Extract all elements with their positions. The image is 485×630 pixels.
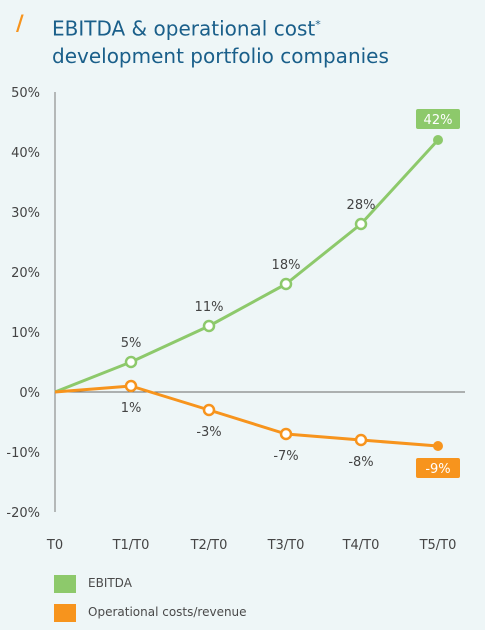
chart-title: EBITDA & operational cost* development p… (52, 11, 452, 70)
y-tick-label: 20% (11, 266, 40, 281)
data-point-operational-costs (433, 441, 443, 451)
y-tick-label: 30% (11, 206, 40, 221)
y-tick-label: 0% (19, 386, 40, 401)
title-accent-slash: / (16, 11, 24, 35)
legend-label-ebitda: EBITDA (88, 576, 132, 590)
data-point-operational-costs (124, 379, 138, 393)
data-label-operational-costs: -9% (425, 462, 450, 477)
legend-label-operational-costs: Operational costs/revenue (88, 605, 247, 619)
series-line-operational-costs (54, 384, 439, 448)
y-tick-label: 40% (11, 146, 40, 161)
y-tick-label: 10% (11, 326, 40, 341)
data-label-badge-ebitda (416, 109, 460, 129)
x-tick-label: T1/T0 (112, 538, 150, 553)
data-point-operational-costs (279, 427, 293, 441)
data-point-ebitda (202, 319, 216, 333)
x-tick-label: T5/T0 (419, 538, 457, 553)
data-label-ebitda: 42% (424, 113, 453, 128)
chart-title-footnote-mark: * (315, 18, 321, 31)
data-point-ebitda (279, 277, 293, 291)
series-line-ebitda (54, 138, 440, 394)
data-point-operational-costs (354, 433, 368, 447)
y-tick-label: 50% (11, 86, 40, 101)
chart-marks: 5% 11% 18% 28% 42% 1% -3% -7% -8% -9% (121, 109, 460, 478)
x-tick-label: T3/T0 (267, 538, 305, 553)
data-label-ebitda: 18% (272, 258, 301, 273)
legend-swatch-ebitda (54, 575, 76, 593)
data-label-ebitda: 5% (121, 336, 142, 351)
data-label-operational-costs: -8% (348, 455, 373, 470)
chart-axes: 50% 40% 30% 20% 10% 0% -10% -20% T0 T1/T0 T2/T0 T3/… (6, 86, 465, 553)
data-label-operational-costs: -3% (196, 425, 221, 440)
data-point-ebitda (354, 217, 368, 231)
x-tick-label: T2/T0 (190, 538, 228, 553)
data-point-operational-costs (202, 403, 216, 417)
chart-title-main: EBITDA & operational cost (52, 16, 316, 41)
x-tick-label: T0 (46, 538, 63, 553)
data-point-ebitda (433, 135, 443, 145)
data-point-ebitda (124, 355, 138, 369)
data-label-ebitda: 28% (347, 198, 376, 213)
data-label-operational-costs: -7% (273, 449, 298, 464)
chart-lines (54, 138, 440, 448)
data-label-badge-operational-costs (416, 458, 460, 478)
chart-title-rest: development portfolio companies (52, 43, 389, 68)
data-label-ebitda: 11% (195, 300, 224, 315)
legend-swatch-operational-costs (54, 604, 76, 622)
y-tick-label: -10% (6, 446, 40, 461)
x-tick-label: T4/T0 (342, 538, 380, 553)
data-label-operational-costs: 1% (121, 401, 142, 416)
y-tick-label: -20% (6, 506, 40, 521)
